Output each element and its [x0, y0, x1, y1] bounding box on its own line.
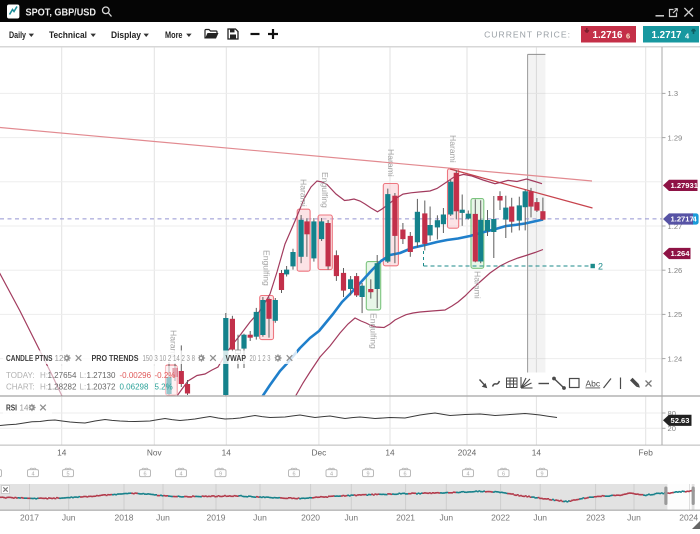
svg-text:Daily: Daily [9, 30, 26, 40]
svg-text:Jun: Jun [344, 513, 358, 523]
svg-text:9: 9 [540, 471, 543, 477]
svg-text:Abc: Abc [586, 379, 601, 389]
svg-text:-0.00296: -0.00296 [120, 371, 152, 380]
svg-text:Jun: Jun [533, 513, 547, 523]
svg-text:1.24: 1.24 [668, 354, 683, 363]
svg-text:1.27654: 1.27654 [48, 371, 77, 380]
svg-text:12: 12 [55, 354, 64, 363]
svg-text:6: 6 [626, 31, 630, 40]
svg-text:Jun: Jun [253, 513, 267, 523]
svg-text:RSI: RSI [6, 404, 17, 413]
svg-text:14: 14 [20, 404, 29, 413]
svg-text:-0.2%: -0.2% [155, 371, 176, 380]
svg-text:1.27: 1.27 [668, 222, 683, 231]
svg-text:9: 9 [366, 471, 369, 477]
svg-text:14: 14 [57, 448, 67, 458]
svg-text:4: 4 [685, 31, 690, 40]
svg-text:Jun: Jun [62, 513, 76, 523]
svg-text:Harami: Harami [168, 330, 178, 358]
svg-text:Display: Display [111, 30, 141, 40]
svg-text:1.28282: 1.28282 [48, 382, 77, 391]
svg-text:1.20372: 1.20372 [87, 382, 116, 391]
svg-text:6: 6 [143, 471, 146, 477]
svg-text:80: 80 [668, 409, 676, 418]
svg-text:Harami: Harami [299, 179, 309, 207]
svg-text:1.26: 1.26 [668, 266, 683, 275]
svg-text:4: 4 [466, 471, 469, 477]
svg-text:Technical: Technical [49, 30, 87, 40]
svg-text:More: More [165, 30, 183, 40]
svg-text:2022: 2022 [491, 513, 510, 523]
svg-text:1.264: 1.264 [671, 249, 691, 258]
svg-text:1.2716: 1.2716 [593, 30, 624, 41]
svg-text:1.27130: 1.27130 [87, 371, 116, 380]
svg-text:4: 4 [330, 471, 333, 477]
svg-text:VWAP: VWAP [226, 354, 247, 363]
svg-text:2024: 2024 [458, 448, 477, 458]
svg-text:0.06298: 0.06298 [120, 382, 149, 391]
svg-text:1.2717: 1.2717 [671, 215, 694, 224]
svg-text:Harami: Harami [448, 135, 458, 163]
svg-text:5: 5 [66, 471, 69, 477]
svg-text:2019: 2019 [207, 513, 226, 523]
svg-text:Feb: Feb [639, 448, 654, 458]
svg-text:2020: 2020 [301, 513, 320, 523]
svg-text:150 3 10 2 14 2 3 8: 150 3 10 2 14 2 3 8 [143, 354, 196, 363]
svg-text:CANDLE PTNS: CANDLE PTNS [6, 354, 53, 363]
svg-text:SPOT, GBP/USD: SPOT, GBP/USD [26, 6, 97, 18]
svg-text:Harami: Harami [386, 149, 396, 177]
svg-text:2018: 2018 [115, 513, 134, 523]
svg-text:Jun: Jun [439, 513, 453, 523]
svg-text:TODAY:: TODAY: [6, 371, 35, 380]
svg-text:6: 6 [403, 471, 406, 477]
svg-text:PRO TRENDS: PRO TRENDS [92, 354, 140, 363]
svg-text:Jun: Jun [627, 513, 641, 523]
svg-text:H:: H: [40, 371, 48, 380]
svg-text:14: 14 [532, 448, 542, 458]
svg-text:Engulfing: Engulfing [369, 313, 379, 349]
svg-text:20: 20 [668, 424, 676, 433]
svg-text:1.3: 1.3 [668, 89, 679, 98]
svg-text:4: 4 [693, 215, 698, 224]
svg-text:5.2%: 5.2% [155, 382, 173, 391]
svg-text:L:: L: [80, 382, 87, 391]
svg-text:2024: 2024 [679, 513, 698, 523]
svg-text:Engulfing: Engulfing [320, 172, 330, 208]
svg-text:2021: 2021 [396, 513, 415, 523]
svg-text:2023: 2023 [586, 513, 605, 523]
svg-text:CURRENT PRICE:: CURRENT PRICE: [484, 29, 571, 39]
svg-text:Engulfing: Engulfing [262, 250, 272, 286]
svg-text:4: 4 [31, 471, 34, 477]
svg-text:2017: 2017 [20, 513, 39, 523]
svg-text:1.25: 1.25 [668, 310, 683, 319]
svg-text:14: 14 [222, 448, 232, 458]
svg-text:Jun: Jun [156, 513, 170, 523]
svg-text:9: 9 [219, 471, 222, 477]
svg-text:Dec: Dec [312, 448, 327, 458]
svg-text:6: 6 [502, 471, 505, 477]
svg-text:4: 4 [179, 471, 182, 477]
svg-text:52.63: 52.63 [671, 416, 690, 425]
svg-text:H:: H: [40, 382, 48, 391]
svg-text:6: 6 [292, 471, 295, 477]
svg-text:20 1 2 3: 20 1 2 3 [250, 354, 271, 363]
svg-text:Nov: Nov [147, 448, 163, 458]
svg-text:1.29: 1.29 [668, 133, 683, 142]
svg-text:Harami: Harami [472, 271, 482, 299]
svg-text:2: 2 [598, 262, 603, 272]
svg-text:1.27931: 1.27931 [671, 181, 699, 190]
svg-text:L:: L: [80, 371, 87, 380]
svg-text:CHART:: CHART: [6, 382, 35, 391]
svg-text:14: 14 [385, 448, 395, 458]
svg-text:1.2717: 1.2717 [652, 30, 683, 41]
